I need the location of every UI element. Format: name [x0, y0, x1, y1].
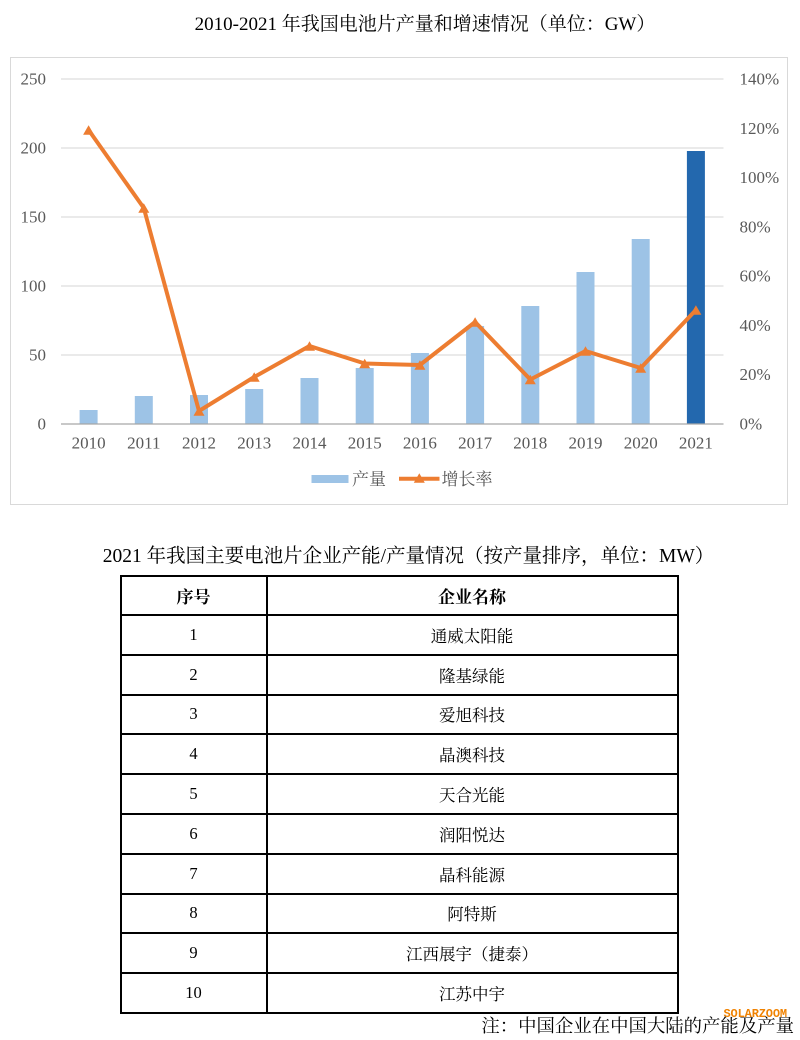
svg-text:2015: 2015 [348, 433, 382, 452]
svg-text:0: 0 [38, 415, 47, 434]
svg-text:20%: 20% [740, 365, 771, 384]
svg-text:2017: 2017 [458, 433, 493, 452]
svg-text:80%: 80% [740, 217, 771, 236]
svg-text:60%: 60% [740, 267, 771, 286]
svg-text:2012: 2012 [182, 433, 216, 452]
svg-text:2014: 2014 [293, 433, 328, 452]
svg-text:2011: 2011 [127, 433, 160, 452]
svg-text:2016: 2016 [403, 433, 437, 452]
svg-text:2010: 2010 [72, 433, 106, 452]
svg-text:2019: 2019 [569, 433, 603, 452]
svg-text:140%: 140% [740, 70, 780, 89]
svg-text:产量: 产量 [352, 470, 386, 489]
svg-text:2013: 2013 [237, 433, 271, 452]
svg-text:2018: 2018 [513, 433, 547, 452]
svg-text:2021: 2021 [679, 433, 713, 452]
svg-text:0%: 0% [740, 415, 763, 434]
svg-text:2020: 2020 [624, 433, 658, 452]
svg-text:40%: 40% [740, 316, 771, 335]
svg-text:250: 250 [21, 70, 47, 89]
svg-text:50: 50 [29, 346, 46, 365]
svg-text:120%: 120% [740, 119, 780, 138]
svg-text:100: 100 [21, 277, 47, 296]
svg-text:100%: 100% [740, 168, 780, 187]
svg-text:150: 150 [21, 208, 47, 227]
svg-text:200: 200 [21, 139, 47, 158]
svg-text:增长率: 增长率 [442, 470, 493, 489]
